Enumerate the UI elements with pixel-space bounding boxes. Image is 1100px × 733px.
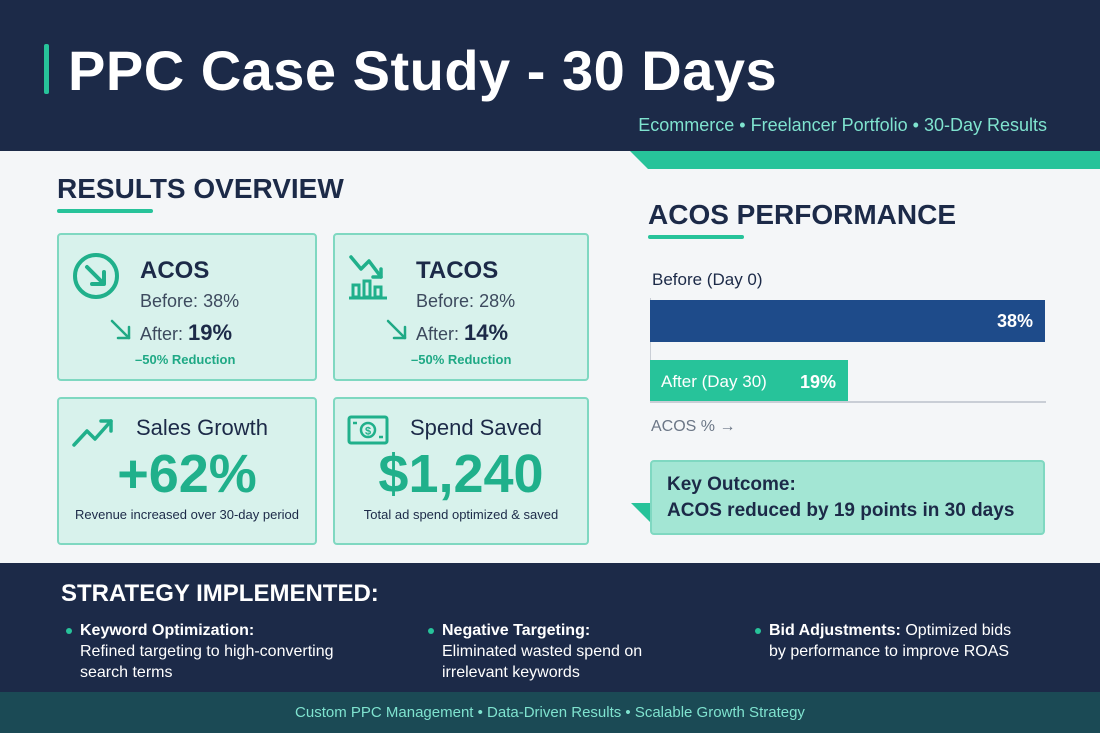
key-outcome-title: Key Outcome: — [667, 474, 796, 495]
chart-title: ACOS PERFORMANCE — [648, 199, 957, 230]
tacos-before: Before: 28% — [416, 291, 516, 311]
footer-text: Custom PPC Management • Data-Driven Resu… — [295, 704, 805, 721]
footer: Custom PPC Management • Data-Driven Resu… — [0, 692, 1100, 733]
chart-x-axis-label: ACOS % → — [651, 418, 736, 435]
acos-before: Before: 38% — [140, 291, 240, 311]
callout-pointer-icon — [631, 503, 653, 525]
results-heading: RESULTS OVERVIEW — [57, 173, 344, 204]
bar-value-label: 38% — [996, 311, 1033, 331]
chart-x-axis — [650, 401, 1046, 403]
acos-card: ACOS Before: 38% After: 19% –50% Reducti… — [57, 233, 317, 381]
bar-before: 38% — [650, 300, 1045, 342]
acos-after: After: 19% — [140, 320, 233, 345]
sales-growth-value: +62% — [117, 444, 257, 504]
acos-card-title: ACOS — [140, 257, 210, 284]
tacos-reduction: –50% Reduction — [411, 352, 512, 367]
strategy-section: STRATEGY IMPLEMENTED: Keyword Optimizati… — [0, 563, 1100, 692]
chart-title-underline — [648, 235, 744, 239]
bullet-icon — [755, 628, 761, 634]
strategy-item: Keyword Optimization: Refined targeting … — [66, 620, 380, 683]
acos-reduction: –50% Reduction — [135, 352, 236, 367]
page-title: PPC Case Study - 30 Days — [68, 39, 778, 102]
spend-saved-value: $1,240 — [378, 444, 544, 504]
chart-y-axis — [650, 298, 651, 402]
bullet-icon — [66, 628, 72, 634]
strategy-heading: STRATEGY IMPLEMENTED: — [61, 580, 379, 607]
spend-saved-title: Spend Saved — [409, 415, 543, 440]
key-outcome-box: Key Outcome: ACOS reduced by 19 points i… — [650, 460, 1045, 535]
spend-saved-caption: Total ad spend optimized & saved — [363, 507, 559, 522]
title-accent-bar — [44, 44, 49, 94]
arrow-down-circle-icon — [73, 253, 119, 299]
trend-down-chart-icon — [349, 255, 387, 300]
header: PPC Case Study - 30 Days Ecommerce • Fre… — [0, 0, 1100, 151]
spend-saved-card: $ Spend Saved $1,240 Total ad spend opti… — [333, 397, 589, 545]
arrow-down-right-icon — [386, 319, 407, 340]
money-icon: $ — [347, 415, 389, 445]
bar-category-label: After (Day 30) — [661, 372, 767, 391]
results-heading-underline — [57, 209, 153, 213]
accent-strip — [630, 151, 1100, 169]
bar-after: After (Day 30) 19% — [650, 360, 848, 403]
arrow-down-right-icon — [110, 319, 131, 340]
trend-up-icon — [72, 419, 113, 447]
tacos-card-title: TACOS — [416, 257, 499, 284]
strategy-item: Negative Targeting: Eliminated wasted sp… — [428, 620, 742, 683]
tacos-after: After: 14% — [416, 320, 509, 345]
tacos-card: TACOS Before: 28% After: 14% –50% Reduct… — [333, 233, 589, 381]
bar-value-label: 19% — [799, 372, 836, 392]
sales-growth-caption: Revenue increased over 30-day period — [74, 507, 300, 522]
sales-growth-card: Sales Growth +62% Revenue increased over… — [57, 397, 317, 545]
bullet-icon — [428, 628, 434, 634]
svg-text:$: $ — [365, 426, 371, 438]
sales-growth-title: Sales Growth — [135, 415, 269, 440]
bar-category-label: Before (Day 0) — [652, 270, 763, 289]
strategy-item: Bid Adjustments: Optimized bids by perfo… — [755, 620, 1069, 662]
key-outcome-text: ACOS reduced by 19 points in 30 days — [667, 500, 1015, 521]
page-subtitle: Ecommerce • Freelancer Portfolio • 30-Da… — [638, 115, 1047, 135]
